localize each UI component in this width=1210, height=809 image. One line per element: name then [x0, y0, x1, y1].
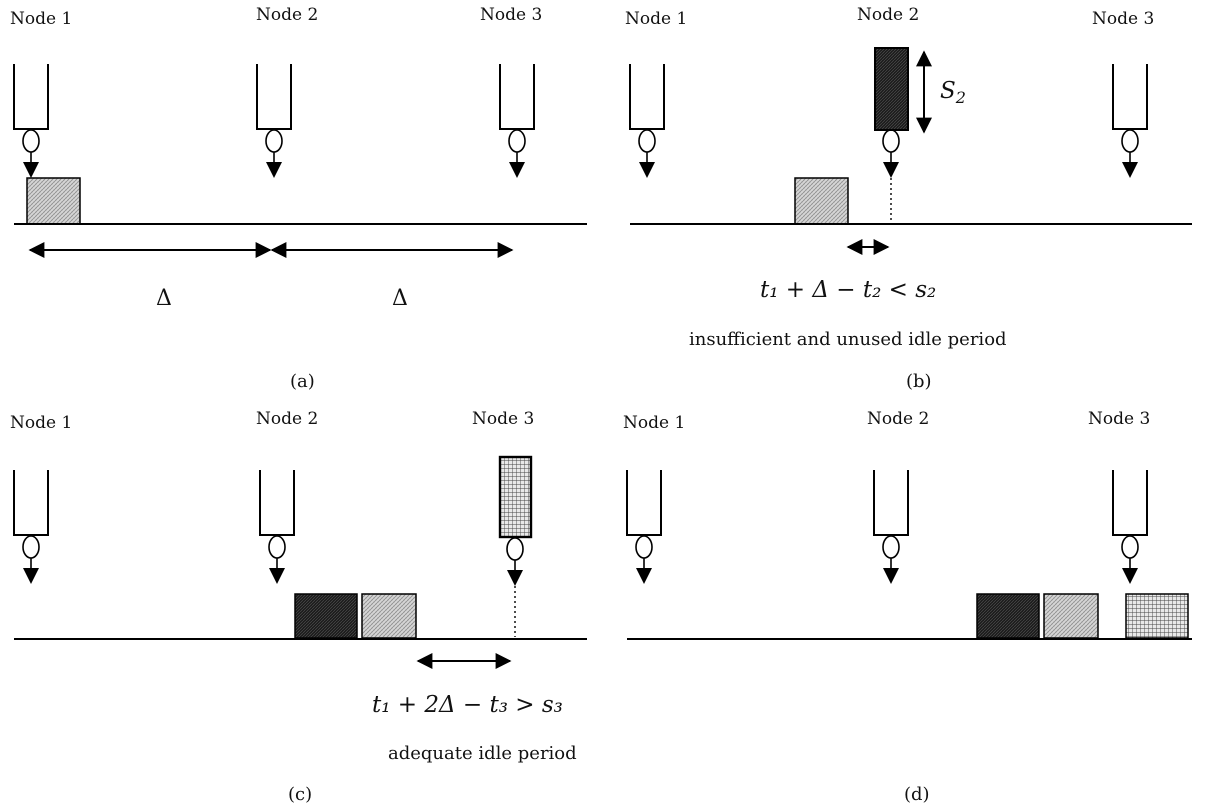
node2-label: Node 2 — [857, 5, 919, 25]
node1-antenna-icon — [626, 470, 662, 584]
packet-dark — [294, 593, 358, 639]
node1-label: Node 1 — [625, 9, 687, 29]
node2-antenna-icon — [259, 470, 295, 584]
caption-c: (c) — [288, 784, 312, 805]
packet-light — [26, 177, 81, 225]
node2-antenna-icon — [873, 470, 909, 584]
note-c: adequate idle period — [388, 743, 577, 764]
node1-label: Node 1 — [623, 413, 685, 433]
packet-light — [361, 593, 417, 639]
node1-label: Node 1 — [10, 9, 72, 29]
equation-c: t₁ + 2Δ − t₃ > s₃ — [372, 692, 563, 718]
node2-label: Node 2 — [867, 409, 929, 429]
packet-grid — [1125, 593, 1189, 639]
panel-d: Node 1 Node 2 Node 3 (d) — [623, 409, 1192, 805]
node3-label: Node 3 — [480, 5, 542, 25]
panel-a: Node 1 Node 2 Node 3 Δ Δ (a — [10, 5, 587, 392]
panel-c: Node 1 Node 2 Node 3 t₁ + 2Δ − t₃ > s₃ a — [10, 409, 587, 805]
size-label: S2 — [940, 78, 966, 107]
delta-label-right: Δ — [392, 286, 408, 311]
node1-antenna-icon — [13, 470, 49, 584]
packet-light — [794, 177, 849, 225]
node3-antenna-icon — [499, 64, 535, 178]
node2-antenna-icon — [874, 47, 909, 222]
node2-label: Node 2 — [256, 5, 318, 25]
equation-b: t₁ + Δ − t₂ < s₂ — [760, 277, 936, 303]
packet-dark — [976, 593, 1040, 639]
node2-antenna-icon — [256, 64, 292, 178]
node1-label: Node 1 — [10, 413, 72, 433]
node3-label: Node 3 — [472, 409, 534, 429]
node2-label: Node 2 — [256, 409, 318, 429]
caption-a: (a) — [290, 371, 315, 392]
packet-light — [1043, 593, 1099, 639]
node3-antenna-icon — [1112, 470, 1148, 584]
node3-antenna-icon — [498, 455, 533, 637]
caption-d: (d) — [904, 784, 930, 805]
node1-antenna-icon — [629, 64, 665, 178]
node3-label: Node 3 — [1092, 9, 1154, 29]
node1-antenna-icon — [13, 64, 49, 178]
note-b: insufficient and unused idle period — [689, 329, 1007, 350]
node3-label: Node 3 — [1088, 409, 1150, 429]
panel-b: Node 1 Node 2 Node 3 S2 t₁ + Δ − t₂ < s — [625, 5, 1192, 392]
delta-label-left: Δ — [156, 286, 172, 311]
caption-b: (b) — [906, 371, 932, 392]
node3-antenna-icon — [1112, 64, 1148, 178]
